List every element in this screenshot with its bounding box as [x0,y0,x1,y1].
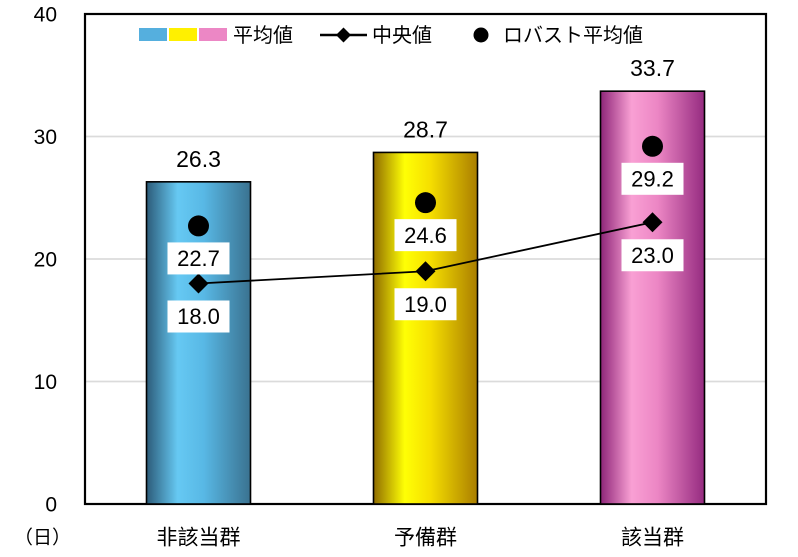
median-value-label-box [167,300,230,333]
y-tick-label: 40 [34,3,57,26]
robust-mean-value-label-box [621,162,684,195]
legend-mean-label: 平均値 [233,24,293,47]
robust-mean-marker [188,215,209,237]
median-value-label-box [621,239,684,272]
robust-mean-value-label-box [394,219,457,252]
legend-median-diamond-icon [336,27,351,43]
robust-mean-marker [415,192,436,214]
legend: 平均値 中央値 ロバスト平均値 [139,24,643,47]
legend-mean-swatch-0-icon [139,28,167,41]
robust-mean-value-label-box [167,242,230,275]
median-marker [642,212,663,233]
y-tick-label: 20 [34,248,57,271]
median-marker [415,261,436,282]
bar-value-label: 26.3 [176,146,221,172]
y-axis-unit-label: （日） [14,527,71,549]
robust-mean-marker [642,135,663,157]
bar-value-label: 28.7 [403,116,448,142]
median-value-label: 23.0 [631,243,674,268]
median-value-label-box [394,288,457,321]
bar-value-label: 33.7 [630,55,675,81]
y-tick-label: 0 [45,493,57,516]
robust-mean-value-label: 29.2 [631,167,674,192]
legend-median-label: 中央値 [372,24,432,47]
legend-mean-swatch-1-icon [169,28,197,41]
legend-robust-label: ロバスト平均値 [503,24,643,47]
y-tick-label: 10 [34,371,57,394]
x-category-label-2: 該当群 [621,526,684,549]
y-tick-label: 30 [34,126,57,149]
bar-該当群 [599,90,706,505]
median-value-label: 18.0 [177,304,220,329]
median-marker [188,273,209,294]
x-category-label-1: 予備群 [394,526,457,549]
legend-robust-circle-icon [473,27,489,43]
median-value-label: 19.0 [404,292,447,317]
x-category-label-0: 非該当群 [157,526,241,549]
robust-mean-value-label: 24.6 [404,223,447,248]
legend-mean-swatch-2-icon [199,28,227,41]
robust-mean-value-label: 22.7 [177,246,220,271]
